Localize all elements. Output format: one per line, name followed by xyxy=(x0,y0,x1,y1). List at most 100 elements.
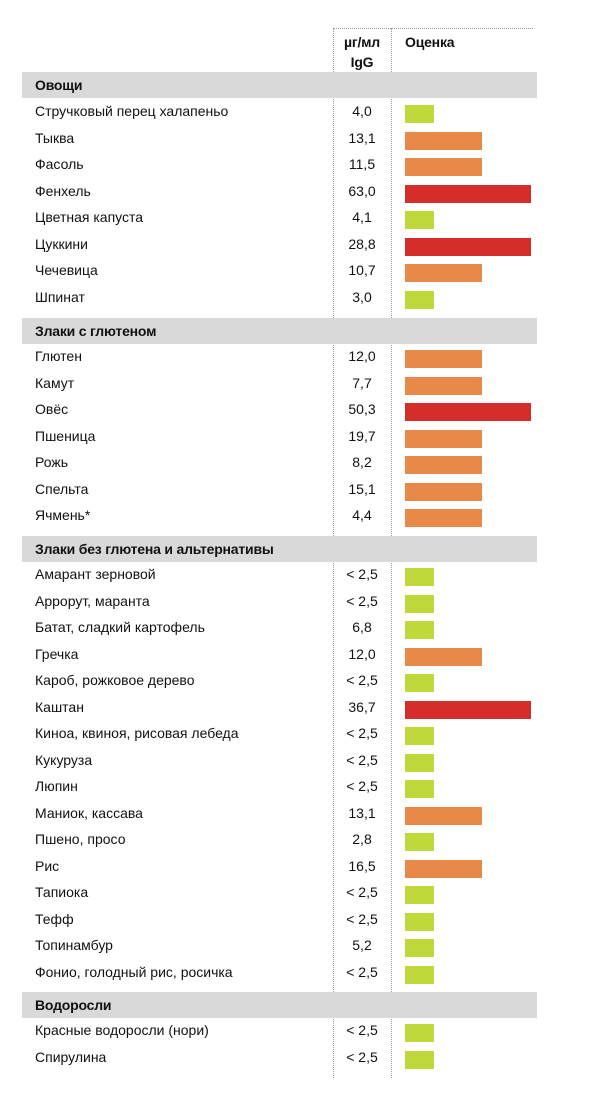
score-bar xyxy=(405,594,434,613)
igg-value: 28,8 xyxy=(348,235,376,252)
score-bar xyxy=(405,939,434,957)
table-row: Тапиока < 2,5 xyxy=(0,880,600,906)
score-bar xyxy=(405,290,434,309)
igg-value: 11,5 xyxy=(348,156,376,172)
table-row: Цветная капуста 4,1 xyxy=(0,205,600,231)
food-name: Аррорут, маранта xyxy=(35,592,150,609)
igg-value: 6,8 xyxy=(352,619,372,635)
table-row: Овёс 50,3 xyxy=(0,397,600,423)
igg-value: < 2,5 xyxy=(346,1022,378,1038)
table-row: Глютен 12,0 xyxy=(0,344,600,370)
igg-value: 12,0 xyxy=(348,645,376,662)
score-bar xyxy=(405,621,434,639)
score-bar xyxy=(405,1050,434,1069)
igg-value: 2,8 xyxy=(352,831,372,847)
score-bar xyxy=(405,859,482,878)
food-name: Ячмень* xyxy=(35,507,91,523)
igg-value: < 2,5 xyxy=(346,910,378,927)
food-name: Каштан xyxy=(35,698,84,715)
food-name: Стручковый перец халапеньо xyxy=(35,103,229,119)
table-row: Рис 16,5 xyxy=(0,854,600,880)
food-name: Люпин xyxy=(35,778,78,794)
table-row: Спирулина < 2,5 xyxy=(0,1045,600,1071)
igg-value: 4,0 xyxy=(352,103,372,119)
food-name: Шпинат xyxy=(35,288,85,305)
food-name: Кукуруза xyxy=(35,751,93,768)
table-row: Люпин < 2,5 xyxy=(0,774,600,800)
food-name: Топинамбур xyxy=(35,937,113,953)
igg-value: 15,1 xyxy=(348,480,376,497)
score-bar xyxy=(405,647,482,666)
table-row: Пшеница 19,7 xyxy=(0,424,600,450)
table-row: Фасоль 11,5 xyxy=(0,152,600,178)
section-title: Водоросли xyxy=(35,997,112,1013)
food-name: Спельта xyxy=(35,480,89,497)
table-row: Спельта 15,1 xyxy=(0,477,600,503)
score-bar xyxy=(405,376,482,395)
table-row: Батат, сладкий картофель 6,8 xyxy=(0,615,600,641)
value-column-header: µг/мл IgG xyxy=(343,34,381,70)
table-row: Рожь 8,2 xyxy=(0,450,600,476)
food-name: Амарант зерновой xyxy=(35,566,156,582)
igg-value: 4,4 xyxy=(352,507,372,523)
igg-value: 50,3 xyxy=(348,401,376,417)
igg-value: 19,7 xyxy=(348,427,376,444)
table-row: Амарант зерновой < 2,5 xyxy=(0,562,600,588)
section-title: Злаки без глютена и альтернативы xyxy=(35,541,274,557)
table-row: Камут 7,7 xyxy=(0,371,600,397)
igg-value: 4,1 xyxy=(352,209,372,225)
table-row: Ячмень* 4,4 xyxy=(0,503,600,529)
table-row: Красные водоросли (нори) < 2,5 xyxy=(0,1018,600,1044)
food-name: Фенхель xyxy=(35,182,91,199)
igg-value: 3,0 xyxy=(352,288,372,305)
igg-value: 13,1 xyxy=(348,804,376,821)
igg-value: 10,7 xyxy=(348,262,376,278)
table-row: Каштан 36,7 xyxy=(0,695,600,721)
food-name: Тефф xyxy=(35,910,74,927)
score-bar xyxy=(405,806,482,825)
table-row: Пшено, просо 2,8 xyxy=(0,827,600,853)
score-bar xyxy=(405,509,482,527)
food-name: Рис xyxy=(35,857,60,874)
food-name: Глютен xyxy=(35,348,82,364)
igg-value: < 2,5 xyxy=(346,778,378,794)
food-name: Чечевица xyxy=(35,262,98,278)
table-row: Киноа, квиноя, рисовая лебеда < 2,5 xyxy=(0,721,600,747)
igg-value: 36,7 xyxy=(348,698,376,715)
table-row: Фонио, голодный рис, росичка < 2,5 xyxy=(0,960,600,986)
section-title: Злаки с глютеном xyxy=(35,323,157,339)
food-name: Киноа, квиноя, рисовая лебеда xyxy=(35,725,239,741)
igg-value: 63,0 xyxy=(348,182,376,199)
food-name: Кароб, рожковое дерево xyxy=(35,672,195,688)
food-name: Тыква xyxy=(35,129,75,146)
score-bar xyxy=(405,350,482,368)
table-row: Фенхель 63,0 xyxy=(0,179,600,205)
score-bar xyxy=(405,184,531,203)
score-bar xyxy=(405,833,434,851)
table-row: Гречка 12,0 xyxy=(0,642,600,668)
food-name: Маниок, кассава xyxy=(35,804,143,821)
igg-value: < 2,5 xyxy=(346,963,378,980)
igg-value: 12,0 xyxy=(348,348,376,364)
igg-value: < 2,5 xyxy=(346,592,378,609)
table-row: Кукуруза < 2,5 xyxy=(0,748,600,774)
table-row: Стручковый перец халапеньо 4,0 xyxy=(0,99,600,125)
score-bar xyxy=(405,264,482,282)
table-row: Кароб, рожковое дерево < 2,5 xyxy=(0,668,600,694)
igg-value: 16,5 xyxy=(348,857,376,874)
igg-value: 7,7 xyxy=(352,374,372,391)
food-name: Спирулина xyxy=(35,1048,107,1065)
table-row: Аррорут, маранта < 2,5 xyxy=(0,589,600,615)
igg-value: < 2,5 xyxy=(346,751,378,768)
score-bar xyxy=(405,912,434,931)
food-name: Пшено, просо xyxy=(35,831,126,847)
score-bar xyxy=(405,158,482,176)
table-row: Топинамбур 5,2 xyxy=(0,933,600,959)
score-bar xyxy=(405,403,531,421)
score-bar xyxy=(405,482,482,501)
table-row: Шпинат 3,0 xyxy=(0,285,600,311)
section-header: Злаки без глютена и альтернативы xyxy=(22,536,537,562)
food-name: Гречка xyxy=(35,645,79,662)
igg-value: 5,2 xyxy=(352,937,372,953)
table-row: Тыква 13,1 xyxy=(0,126,600,152)
